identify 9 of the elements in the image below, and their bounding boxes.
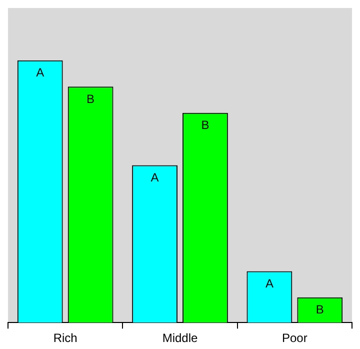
text: B xyxy=(316,302,324,317)
x-tick-label: Poor xyxy=(282,331,308,346)
x-tick-label: Rich xyxy=(53,331,78,346)
text: A xyxy=(150,170,159,185)
text: B xyxy=(201,118,210,132)
text: A xyxy=(265,276,274,291)
series-label: A xyxy=(36,66,44,80)
x-tick-label: Middle xyxy=(162,331,198,346)
series-label: B xyxy=(86,92,95,106)
